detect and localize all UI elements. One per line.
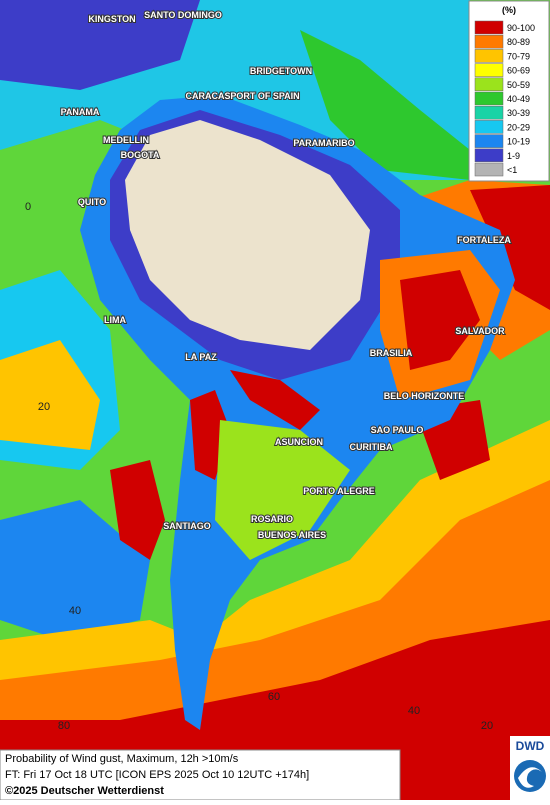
- city-label: FORTALEZA: [457, 235, 511, 245]
- city-label: SALVADOR: [455, 326, 505, 336]
- land: [400, 270, 480, 370]
- city-label: SANTIAGO: [163, 521, 211, 531]
- city-label: BOGOTA: [121, 150, 160, 160]
- logo-text: DWD: [516, 739, 545, 753]
- city-label: PORT OF SPAIN: [230, 91, 299, 101]
- city-label: ROSARIO: [251, 514, 293, 524]
- city-label: PORTO ALEGRE: [303, 486, 375, 496]
- city-label: CARACAS: [186, 91, 231, 101]
- legend: (%) 90-100 80-89 70-79 60-69 50-59 40-49 30-39…: [468, 0, 550, 182]
- legend-label: 30-39: [507, 108, 530, 118]
- footer-line: Probability of Wind gust, Maximum, 12h >…: [5, 753, 239, 765]
- legend-swatch: [474, 34, 504, 49]
- legend-swatch: [474, 120, 504, 134]
- land: [215, 420, 350, 560]
- legend-unit: (%): [502, 5, 516, 15]
- city-label: BRIDGETOWN: [250, 66, 312, 76]
- legend-swatch: [474, 20, 504, 35]
- field: [470, 185, 550, 310]
- city-label: LA PAZ: [185, 352, 217, 362]
- city-label: ASUNCION: [275, 437, 323, 447]
- city-label: KINGSTON: [88, 14, 135, 24]
- city-label: LIMA: [104, 315, 126, 325]
- field: [110, 460, 165, 560]
- legend-label: 40-49: [507, 94, 530, 104]
- field: [300, 30, 470, 180]
- city-label: SANTO DOMINGO: [144, 10, 222, 20]
- grid-label: 60: [268, 691, 280, 703]
- grid-label: 80: [58, 720, 70, 732]
- legend-label: 50-59: [507, 80, 530, 90]
- city-label: SAO PAULO: [371, 425, 424, 435]
- city-label: PANAMA: [61, 107, 100, 117]
- city-label: BELO HORIZONTE: [384, 391, 465, 401]
- field: [0, 500, 150, 640]
- legend-label: 10-19: [507, 137, 530, 147]
- grid-label: 0: [25, 201, 31, 213]
- city-label: CURITIBA: [350, 442, 393, 452]
- copyright: ©2025 Deutscher Wetterdienst: [5, 785, 164, 797]
- legend-swatch: [474, 162, 504, 177]
- city-label: MEDELLIN: [103, 135, 149, 145]
- legend-swatch: [474, 91, 504, 106]
- legend-label: 80-89: [507, 37, 530, 47]
- legend-label: 60-69: [507, 66, 530, 76]
- grid-label: 20: [481, 720, 493, 732]
- legend-label: 20-29: [507, 122, 530, 132]
- grid-label: 40: [69, 605, 81, 617]
- city-label: BUENOS AIRES: [258, 530, 326, 540]
- land: [125, 120, 370, 350]
- legend-swatch: [474, 63, 504, 77]
- legend-label: <1: [507, 165, 517, 175]
- field: [0, 340, 100, 450]
- legend-label: 1-9: [507, 151, 520, 161]
- footer-line: FT: Fri 17 Oct 18 UTC [ICON EPS 2025 Oct…: [5, 769, 309, 781]
- logo-icon: [518, 767, 542, 788]
- legend-label: 90-100: [507, 23, 535, 33]
- legend-swatch: [474, 49, 504, 63]
- city-label: PARAMARIBO: [293, 138, 354, 148]
- grid-label: 20: [38, 401, 50, 413]
- city-label: BRASILIA: [370, 348, 413, 358]
- legend-swatch: [474, 105, 504, 120]
- legend-swatch: [474, 77, 504, 92]
- legend-swatch: [474, 148, 504, 163]
- field: [0, 0, 200, 90]
- legend-label: 70-79: [507, 51, 530, 61]
- footer-box: [0, 749, 401, 801]
- grid-label: 40: [408, 705, 420, 717]
- city-label: QUITO: [78, 197, 106, 207]
- legend-swatch: [474, 134, 504, 148]
- land: [230, 370, 320, 430]
